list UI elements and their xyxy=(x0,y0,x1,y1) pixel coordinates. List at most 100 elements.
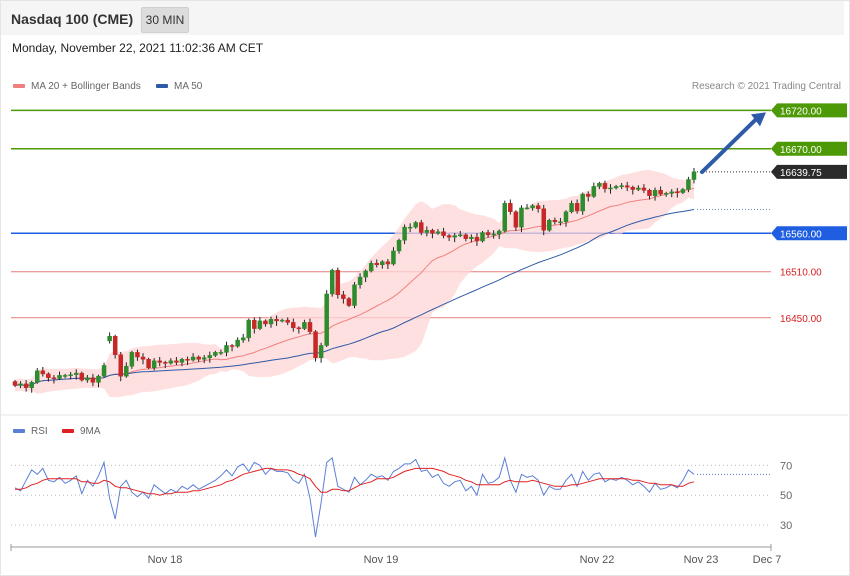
forecast-arrow-shaft xyxy=(700,116,759,175)
price-tag-16560.00-bg xyxy=(771,226,847,241)
candle xyxy=(107,332,112,344)
candle-body xyxy=(296,327,302,330)
candle-body xyxy=(413,222,418,228)
price-tag-16560.00-text: 16560.00 xyxy=(780,229,822,240)
candle-body xyxy=(624,185,630,188)
candle xyxy=(558,217,563,226)
candle-body xyxy=(597,183,602,187)
candle xyxy=(224,341,229,357)
candle xyxy=(619,182,624,190)
candle xyxy=(419,219,424,236)
candle-body xyxy=(318,345,324,359)
legend-9ma: 9MA xyxy=(62,426,101,437)
rsi-line xyxy=(14,455,695,538)
candle-body xyxy=(569,203,574,213)
candle-body xyxy=(385,261,391,265)
candle xyxy=(402,224,407,245)
instrument-title: Nasdaq 100 (CME) xyxy=(11,11,134,27)
candle xyxy=(602,180,608,193)
candle-body xyxy=(213,352,218,356)
candle-body xyxy=(586,193,591,197)
candle xyxy=(346,297,352,308)
candle-body xyxy=(313,331,318,359)
candle xyxy=(613,184,619,190)
candle xyxy=(669,189,674,198)
candle-body xyxy=(124,365,129,377)
candle xyxy=(435,229,441,235)
candle xyxy=(675,187,680,198)
candle-body xyxy=(647,190,652,196)
candle xyxy=(240,333,246,343)
candle xyxy=(135,349,140,361)
legend-ma50-label: MA 50 xyxy=(174,81,203,92)
candle xyxy=(68,371,73,380)
timeframe-button[interactable]: 30 MIN xyxy=(141,7,189,33)
price-tag-16720.00-text: 16720.00 xyxy=(780,106,822,117)
ma20-swatch xyxy=(13,84,25,89)
candle xyxy=(151,358,157,371)
candle-body xyxy=(68,374,73,376)
candle-body xyxy=(18,383,23,386)
candle-body xyxy=(608,187,613,190)
candle xyxy=(630,185,636,195)
candle-body xyxy=(357,276,363,286)
candle-body xyxy=(541,208,546,231)
candle-body xyxy=(691,171,697,180)
candle xyxy=(285,317,290,326)
candle-body xyxy=(396,239,402,252)
candle-body xyxy=(157,360,162,363)
price-tag-16450.00-text: 16450.00 xyxy=(780,314,822,325)
candle xyxy=(519,205,524,233)
last-price-tag-bg xyxy=(771,164,847,179)
candle xyxy=(535,202,541,213)
candle xyxy=(263,319,268,327)
candle-body xyxy=(274,319,279,322)
candle xyxy=(652,187,658,201)
candle-body xyxy=(619,185,624,187)
candle-body xyxy=(196,356,201,360)
candle-body xyxy=(524,207,530,210)
candle xyxy=(385,259,391,270)
candle-body xyxy=(457,234,463,237)
candle-body xyxy=(419,222,424,233)
candle-body xyxy=(235,339,240,347)
candle xyxy=(357,273,363,289)
candle-body xyxy=(463,234,469,239)
legend-9ma-label: 9MA xyxy=(80,426,101,437)
price-tag-16510.00: 16510.00 xyxy=(780,268,822,279)
legend-rsi-label: RSI xyxy=(31,426,48,437)
candle xyxy=(491,230,496,239)
last-price-tag: 16639.75 xyxy=(771,164,847,179)
candle-body xyxy=(563,211,569,223)
x-tick-label: Nov 19 xyxy=(364,554,399,566)
candle xyxy=(591,182,597,198)
candle xyxy=(174,356,179,366)
candle-body xyxy=(591,186,597,197)
candle xyxy=(213,350,218,357)
candle-body xyxy=(246,319,252,339)
candle-body xyxy=(641,187,647,191)
candle-body xyxy=(502,203,508,232)
candle xyxy=(552,217,558,225)
candle xyxy=(124,362,129,378)
candle xyxy=(196,355,201,362)
candle-body xyxy=(168,360,174,364)
candle xyxy=(51,375,57,384)
candle-body xyxy=(613,186,619,189)
candle-body xyxy=(368,263,374,272)
candle xyxy=(368,260,374,273)
candle xyxy=(647,188,652,200)
candle xyxy=(140,353,146,365)
candle xyxy=(207,351,213,363)
candle-body xyxy=(669,191,674,194)
candle xyxy=(129,350,135,369)
candle xyxy=(658,186,663,196)
candle xyxy=(541,204,546,236)
candle-body xyxy=(675,191,680,194)
candle-body xyxy=(12,381,18,386)
candle xyxy=(380,260,385,269)
candle-body xyxy=(352,284,357,306)
candle-body xyxy=(96,375,101,383)
candle-body xyxy=(686,179,691,190)
price-tag-16510.00-text: 16510.00 xyxy=(780,268,822,279)
